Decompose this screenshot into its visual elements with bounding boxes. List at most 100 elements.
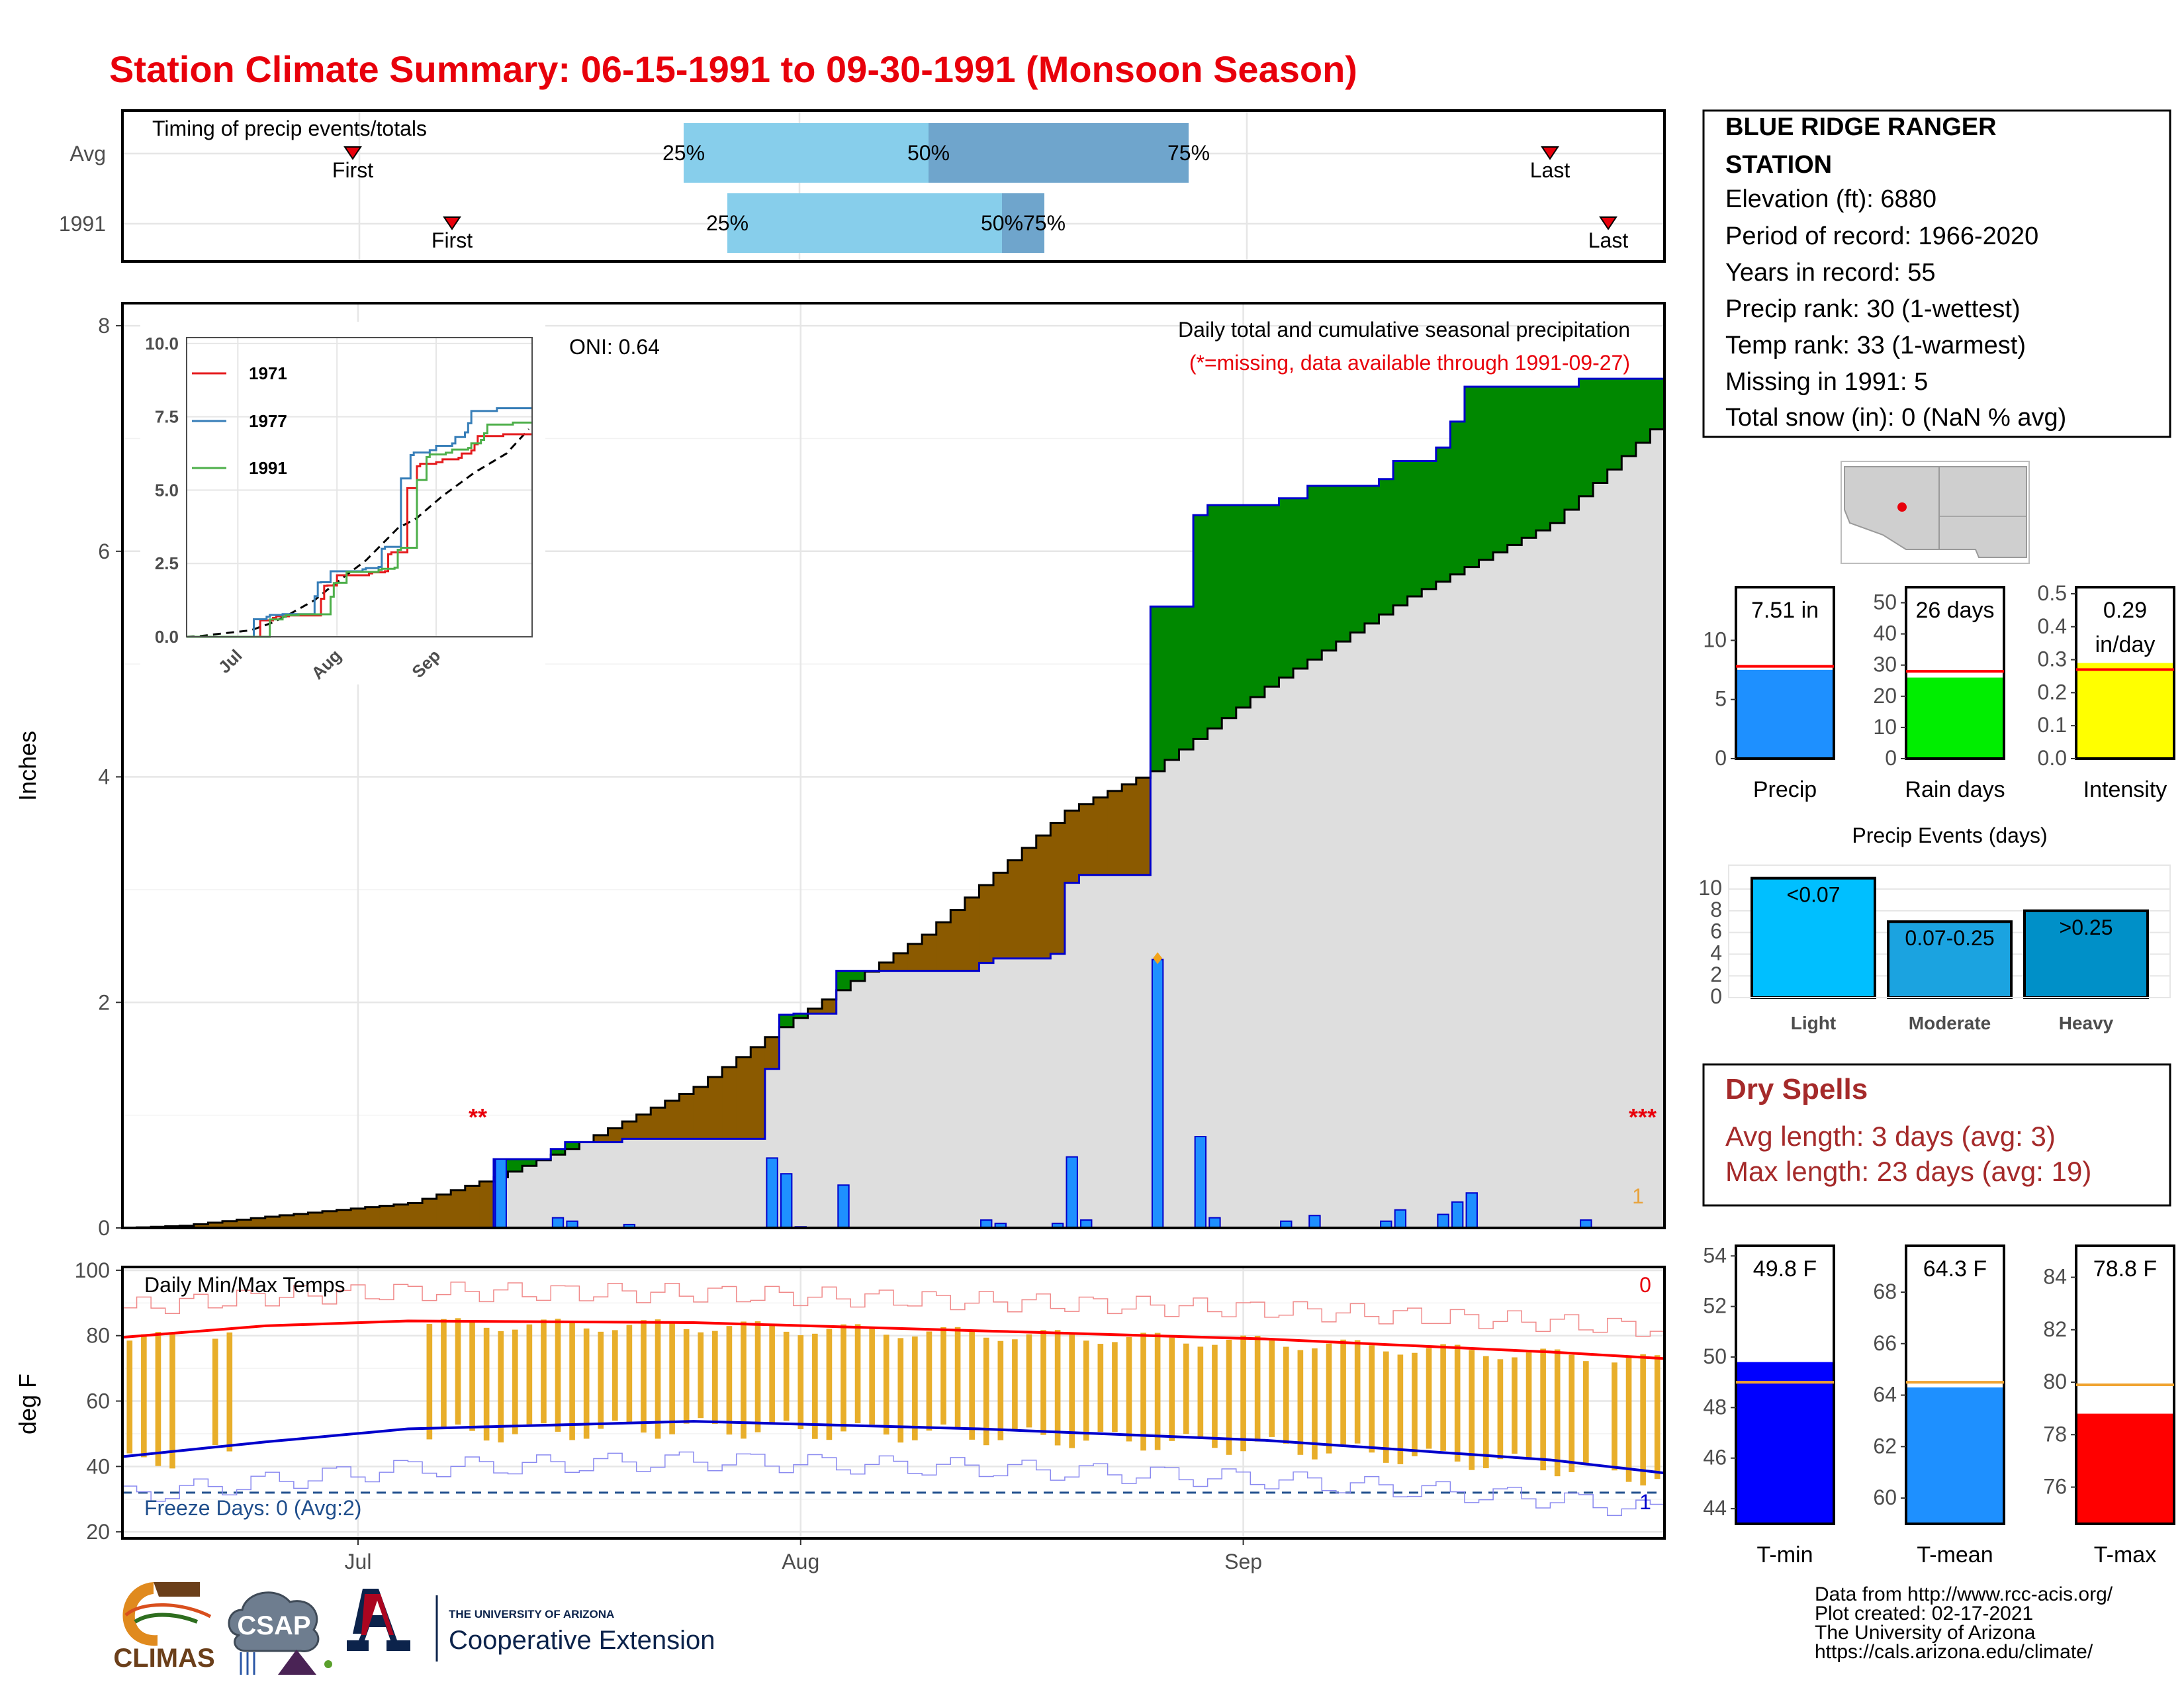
oni-label: ONI: 0.64: [569, 335, 660, 359]
cumulative-diff-45: [764, 1037, 780, 1069]
events-y-tick-10: 10: [1698, 876, 1722, 900]
summary-tmax-label: T-max: [2094, 1542, 2156, 1568]
temp-range-bar-24: [469, 1322, 475, 1431]
temp-range-bar-73: [1169, 1337, 1175, 1441]
temp-range-bar-107: [1654, 1355, 1661, 1479]
temp-range-bar-45: [769, 1325, 775, 1423]
cumulative-diff-14: [322, 1211, 338, 1228]
temp-range-bar-47: [797, 1335, 804, 1429]
university-of-arizona-logo: THE UNIVERSITY OF ARIZONA Cooperative Ex…: [347, 1589, 715, 1662]
timing-avg-bar-25-50: [684, 123, 929, 183]
temp-range-bar-83: [1312, 1348, 1318, 1460]
summary-intensity-value-1: in/day: [2095, 632, 2156, 657]
temp-y-tick-60: 60: [86, 1389, 110, 1413]
temp-range-bar-0: [126, 1340, 133, 1454]
max-precip-marker: [1153, 952, 1163, 964]
temp-y-axis-label: deg F: [14, 1374, 41, 1434]
ua-big-text: Cooperative Extension: [449, 1626, 715, 1655]
location-map: [1841, 461, 2030, 564]
temp-range-bar-51: [854, 1324, 861, 1423]
temp-range-bar-50: [841, 1324, 846, 1432]
cumulative-diff-35: [622, 1121, 637, 1139]
cumulative-diff-62: [1007, 860, 1023, 959]
summary-precip: 0 5 10 7.51 in Precip: [1703, 586, 1835, 802]
cumulative-diff-38: [664, 1100, 680, 1139]
temp-range-bar-91: [1426, 1348, 1432, 1449]
temp-range-bar-71: [1140, 1333, 1146, 1451]
precip-y-tick-8: 8: [98, 314, 110, 338]
summary-tmean-tick-62: 62: [1873, 1434, 1897, 1458]
temp-range-bar-67: [1083, 1340, 1089, 1441]
temp-range-bar-43: [741, 1321, 747, 1439]
cumulative-diff-61: [993, 872, 1009, 959]
cumulative-diff-25: [479, 1181, 494, 1228]
summary-precip-tick-5: 5: [1715, 687, 1727, 711]
temp-range-bar-38: [669, 1323, 675, 1434]
temp-range-bar-92: [1440, 1344, 1446, 1451]
timing-1991-first-marker: [443, 216, 461, 230]
cumulative-diff-27: [508, 1159, 523, 1172]
footer-line4: https://cals.arizona.edu/climate/: [1815, 1641, 2093, 1663]
cumulative-diff-19: [393, 1204, 409, 1228]
timing-1991-75-label: 75%: [1023, 211, 1066, 235]
summary-tmax-tick-78: 78: [2043, 1422, 2067, 1446]
cumulative-diff-20: [408, 1203, 423, 1228]
cumulative-diff-59: [964, 897, 980, 971]
temp-range-bar-81: [1283, 1346, 1289, 1444]
cumulative-diff-96: [1493, 387, 1508, 553]
station-info-box: BLUE RIDGE RANGER STATION Elevation (ft)…: [1702, 109, 2171, 438]
temp-range-bar-72: [1154, 1333, 1161, 1450]
dry-spells-avg: Avg length: 3 days (avg: 3): [1725, 1121, 2056, 1152]
temp-range-bar-97: [1512, 1357, 1518, 1454]
temp-range-bar-44: [754, 1321, 761, 1432]
cumulative-diff-81: [1279, 498, 1294, 678]
events-y-tick-6: 6: [1710, 919, 1722, 943]
page-title: Station Climate Summary: 06-15-1991 to 0…: [109, 48, 1357, 90]
summary-tmin-value-0: 49.8 F: [1753, 1256, 1817, 1282]
cumulative-diff-54: [893, 953, 909, 971]
event-bar-light: [1751, 876, 1876, 999]
cumulative-diff-42: [722, 1066, 737, 1139]
temp-range-bar-86: [1354, 1340, 1361, 1444]
record-max-line: [122, 1282, 1664, 1337]
summary-intensity-bar: [2077, 663, 2173, 757]
cumulative-diff-65: [1050, 823, 1066, 955]
record-min-line: [122, 1451, 1664, 1517]
cumulative-diff-60: [979, 885, 994, 963]
timing-panel-title: Timing of precip events/totals: [152, 117, 427, 140]
daily-precip-bar-45: [766, 1157, 778, 1229]
daily-precip-bar-93: [1451, 1201, 1464, 1229]
precip-corner-count: 1: [1632, 1184, 1644, 1208]
event-bar-label-2: Heavy: [2059, 1013, 2114, 1033]
summary-tmin-tick-48: 48: [1703, 1395, 1727, 1419]
events-y-tick-4: 4: [1710, 941, 1722, 964]
precip-y-tick-2: 2: [98, 990, 110, 1014]
cumulative-diff-102: [1578, 379, 1594, 496]
summary-tmin: 44 46 48 50 52 54 49.8 F T-min: [1703, 1243, 1835, 1568]
event-bar-value-2: >0.25: [2060, 915, 2113, 939]
csap-logo-text: CSAP: [237, 1611, 310, 1640]
temp-range-bar-104: [1612, 1362, 1617, 1471]
event-bar-label-0: Light: [1791, 1013, 1836, 1033]
cumulative-diff-84: [1322, 485, 1337, 651]
summary-tmean-value-0: 64.3 F: [1923, 1256, 1987, 1282]
summary-rain-days-bar: [1907, 677, 2003, 757]
summary-rain-days-tick-30: 30: [1873, 653, 1897, 677]
summary-rain-days-tick-10: 10: [1873, 715, 1897, 739]
station-location-dot: [1897, 502, 1907, 512]
cumulative-diff-67: [1079, 804, 1094, 875]
temp-range-bar-96: [1497, 1359, 1504, 1460]
summary-precip-tick-10: 10: [1703, 628, 1727, 651]
dry-spells-box: Dry Spells Avg length: 3 days (avg: 3) M…: [1702, 1063, 2171, 1207]
summary-tmean-label: T-mean: [1917, 1542, 1993, 1568]
cumulative-diff-86: [1350, 485, 1365, 633]
cumulative-diff-89: [1393, 461, 1408, 606]
cumulative-diff-101: [1564, 387, 1580, 510]
climas-logo-text: CLIMAS: [113, 1644, 214, 1673]
temp-x-tick-Sep: Sep: [1224, 1550, 1262, 1573]
summary-rain-days-tick-50: 50: [1873, 590, 1897, 614]
cumulative-diff-63: [1022, 847, 1037, 959]
summary-tmax-value-0: 78.8 F: [2093, 1256, 2157, 1282]
